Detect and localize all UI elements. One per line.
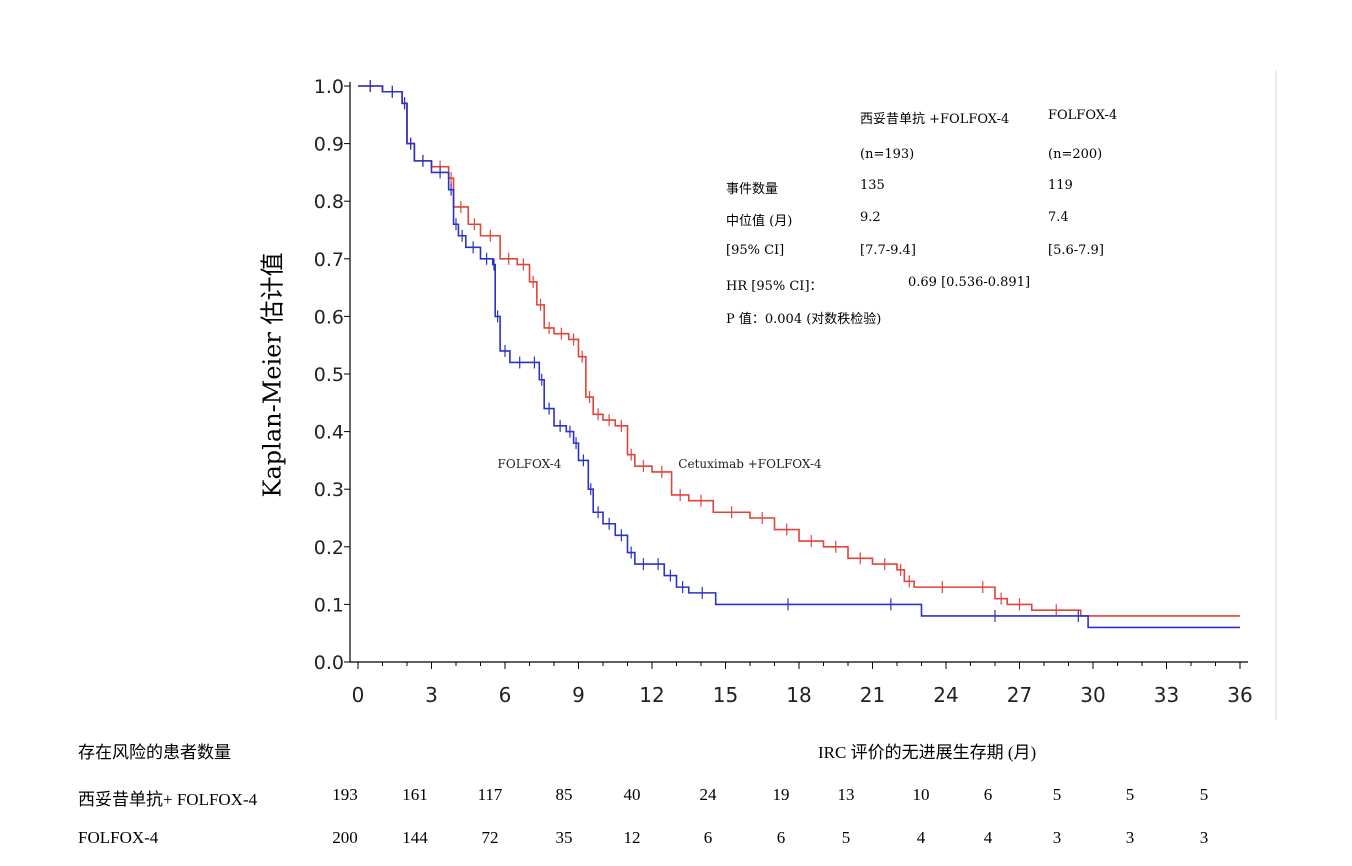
risk-value: 4 [983, 828, 993, 847]
risk-value: 5 [841, 828, 851, 847]
risk-value: 72 [481, 828, 499, 847]
risk-value: 19 [772, 785, 790, 804]
y-tick-label: 0.1 [314, 594, 344, 616]
stats-median-label: 中位值 (月) [726, 214, 793, 229]
x-tick-label: 27 [1007, 683, 1032, 707]
stats-col1-header: 西妥昔单抗 +FOLFOX-4 [860, 112, 1010, 127]
y-tick-label: 0.2 [314, 537, 344, 559]
x-tick-label: 18 [786, 683, 811, 707]
stats-median-2: 7.4 [1048, 210, 1069, 225]
y-tick-label: 1.0 [314, 76, 344, 98]
x-tick-label: 36 [1227, 683, 1252, 707]
x-tick-label: 21 [860, 683, 885, 707]
stats-ci-label: [95% CI] [726, 243, 785, 258]
risk-value: 24 [699, 785, 717, 804]
risk-value: 117 [477, 785, 503, 804]
y-tick-label: 0.5 [314, 364, 344, 386]
risk-value: 193 [332, 785, 358, 804]
x-tick-label: 30 [1080, 683, 1105, 707]
y-tick-label: 0.3 [314, 479, 344, 501]
km-curve-cetuximab [358, 85, 1240, 617]
curve-label: FOLFOX-4 [498, 457, 562, 471]
risk-value: 6 [703, 828, 713, 847]
risk-value: 85 [555, 785, 573, 804]
risk-row-label: FOLFOX-4 [78, 828, 159, 847]
risk-value: 6 [983, 785, 993, 804]
risk-value: 35 [555, 828, 573, 847]
stats-col2-n: (n=200) [1048, 147, 1103, 162]
risk-value: 40 [623, 785, 641, 804]
stats-ci-2: [5.6-7.9] [1048, 243, 1104, 258]
x-tick-label: 0 [352, 683, 365, 707]
curve-label: Cetuximab +FOLFOX-4 [678, 457, 822, 471]
risk-value: 3 [1052, 828, 1062, 847]
x-tick-label: 9 [572, 683, 585, 707]
risk-value: 200 [332, 828, 358, 847]
x-tick-label: 6 [499, 683, 512, 707]
risk-value: 5 [1125, 785, 1135, 804]
x-tick-label: 3 [425, 683, 438, 707]
y-tick-label: 0.8 [314, 191, 344, 213]
risk-value: 5 [1199, 785, 1209, 804]
x-axis-label: IRC 评价的无进展生存期 (月) [818, 743, 1037, 762]
risk-table-title: 存在风险的患者数量 [78, 743, 231, 762]
stats-hr-value: 0.69 [0.536-0.891] [908, 275, 1031, 290]
risk-value: 4 [916, 828, 926, 847]
y-axis-label: Kaplan-Meier 估计值 [258, 252, 287, 498]
y-tick-label: 0.6 [314, 306, 344, 328]
risk-value: 3 [1199, 828, 1209, 847]
km-curve-folfox [358, 85, 1240, 629]
stats-col1-n: (n=193) [860, 147, 915, 162]
y-tick-label: 0.0 [314, 652, 344, 674]
risk-value: 144 [402, 828, 428, 847]
risk-value: 13 [837, 785, 855, 804]
stats-events-2: 119 [1048, 178, 1073, 193]
x-tick-label: 33 [1154, 683, 1179, 707]
x-tick-label: 12 [639, 683, 664, 707]
stats-median-1: 9.2 [860, 210, 881, 225]
stats-hr-label: HR [95% CI]： [726, 279, 823, 294]
stats-p-value: P 值：0.004 (对数秩检验) [726, 312, 882, 327]
stats-events-label: 事件数量 [726, 182, 779, 197]
risk-value: 10 [912, 785, 930, 804]
y-tick-label: 0.7 [314, 249, 344, 271]
risk-row-label: 西妥昔单抗+ FOLFOX-4 [78, 790, 258, 809]
y-tick-label: 0.4 [314, 422, 344, 444]
risk-value: 12 [623, 828, 641, 847]
risk-value: 161 [402, 785, 428, 804]
x-tick-label: 24 [933, 683, 958, 707]
stats-ci-1: [7.7-9.4] [860, 243, 916, 258]
x-tick-label: 15 [713, 683, 738, 707]
y-tick-label: 0.9 [314, 134, 344, 156]
stats-events-1: 135 [860, 178, 885, 193]
risk-value: 3 [1125, 828, 1135, 847]
risk-value: 5 [1052, 785, 1062, 804]
stats-col2-header: FOLFOX-4 [1048, 108, 1118, 123]
risk-value: 6 [776, 828, 786, 847]
